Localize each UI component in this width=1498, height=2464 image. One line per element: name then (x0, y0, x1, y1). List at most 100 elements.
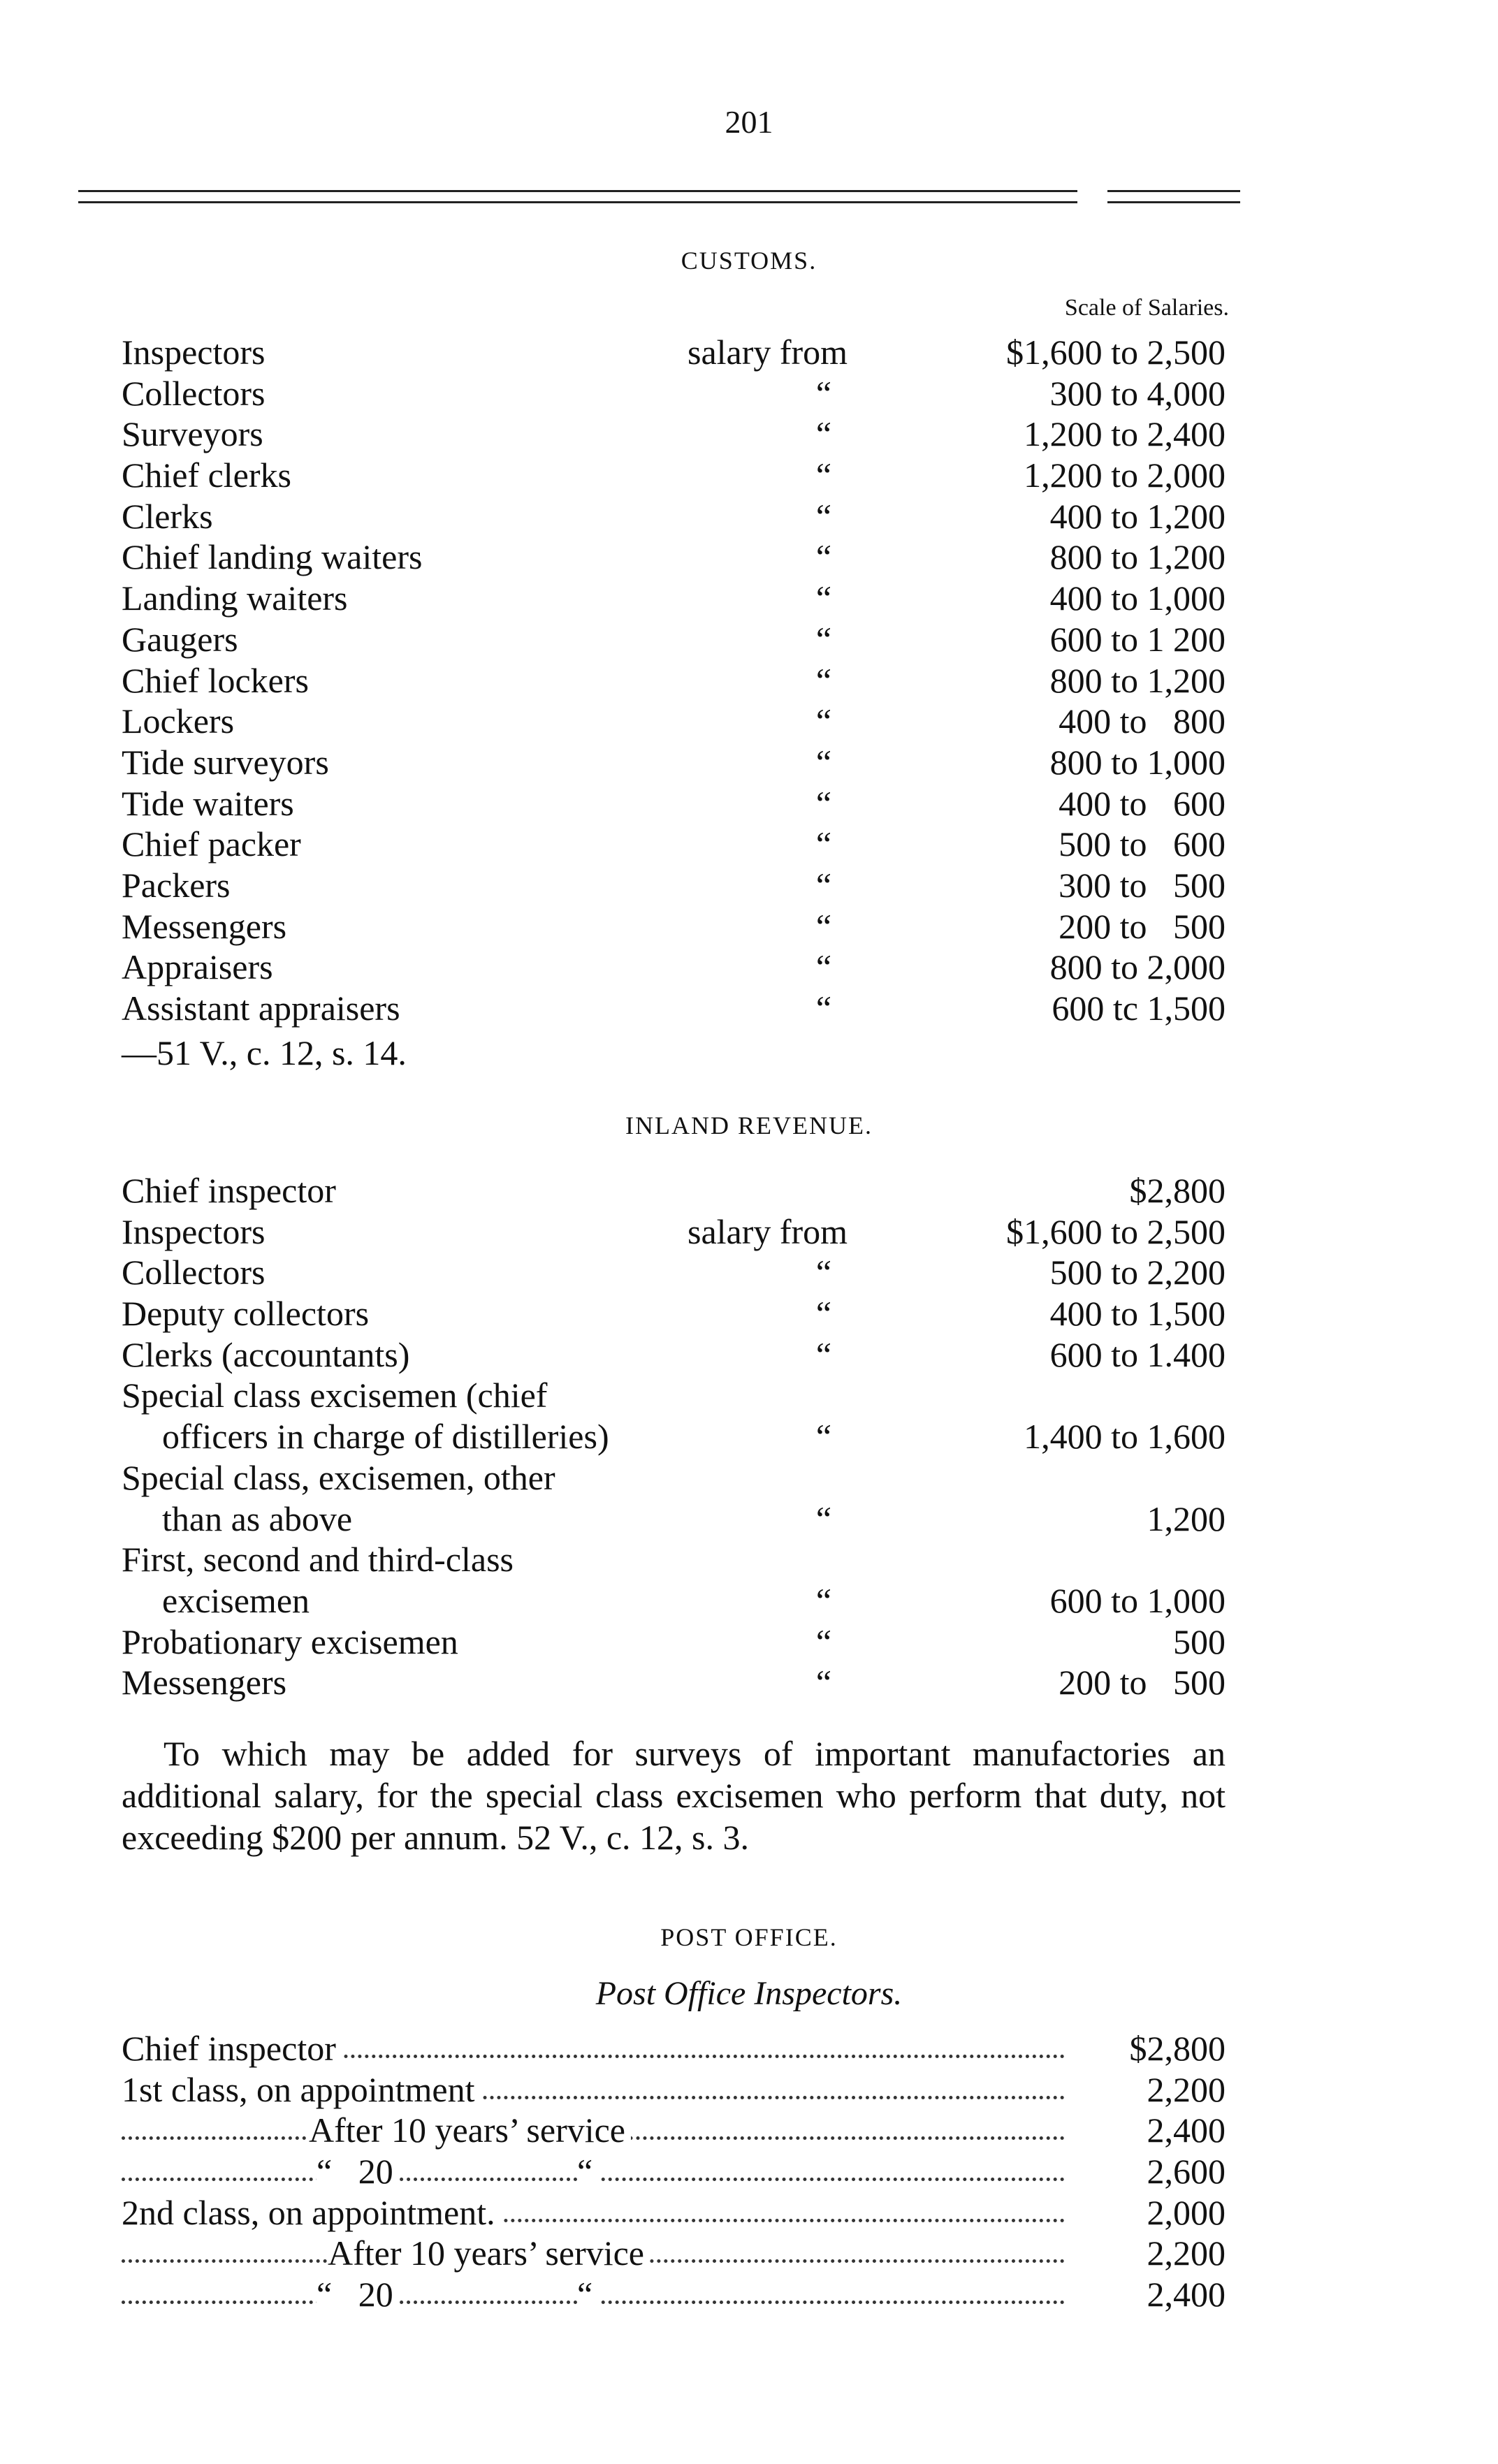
salary-value: 200 to 500 (1059, 1663, 1226, 1703)
salary-value: 1,200 (1147, 1499, 1226, 1538)
ditto-mark: “ (577, 2274, 599, 2315)
dotted-leader (122, 2095, 1065, 2099)
ditto-mark: “ (815, 1580, 832, 1620)
table-row: “ 20 “ 2,400 (122, 2274, 1226, 2315)
table-row: Tide surveyors “ 800 to 1,000 (122, 742, 1226, 783)
row-label: Chief lockers (122, 660, 309, 700)
post-office-heading: POST OFFICE. (660, 1923, 838, 1951)
ditto-mark: “ (815, 373, 832, 413)
row-label: Special class, excisemen, other (122, 1457, 555, 1497)
row-label: Assistant appraisers (122, 989, 400, 1028)
ditto-mark: “ (815, 1253, 832, 1292)
row-label: Packers (122, 865, 231, 905)
dotted-leader (122, 2055, 1065, 2058)
table-row: Gaugers “ 600 to 1 200 (122, 619, 1226, 660)
salary-value: 2,200 (1126, 2069, 1226, 2111)
table-row: Inspectors salary from $1,600 to 2,500 (122, 1211, 1226, 1253)
ditto-mark: “ (815, 947, 832, 987)
dotted-leader (122, 2218, 1065, 2222)
row-label: 2nd class, on appointment. (122, 2192, 501, 2233)
row-label: Clerks (122, 496, 213, 536)
row-label: Deputy collectors (122, 1294, 370, 1334)
inland-revenue-heading: INLAND REVENUE. (625, 1111, 873, 1139)
row-label: Lockers (122, 701, 235, 741)
ditto-mark: salary from (688, 333, 848, 372)
salary-value: 1,400 to 1,600 (1024, 1417, 1226, 1457)
table-row: Chief inspector $2,800 (122, 2028, 1226, 2069)
ditto-mark: “ (815, 742, 832, 782)
table-row: than as above “ 1,200 (122, 1499, 1226, 1540)
table-row: Assistant appraisers “ 600 tc 1,500 (122, 988, 1226, 1029)
header-rule (1107, 201, 1240, 203)
salary-value: 400 to 1,500 (1049, 1294, 1226, 1334)
row-label: Chief inspector (122, 2028, 342, 2069)
table-row: Chief inspector $2,800 (122, 1170, 1226, 1211)
customs-citation: —51 V., c. 12, s. 14. (122, 1033, 407, 1072)
row-label: Chief inspector (122, 1171, 336, 1210)
ditto-mark: “ (815, 824, 832, 864)
salary-value: $1,600 to 2,500 (1006, 1211, 1226, 1251)
salary-value: 600 to 1,000 (1049, 1580, 1226, 1620)
page-number: 201 (725, 104, 773, 140)
inland-revenue-table: Chief inspector $2,800 Inspectors salary fr… (122, 1170, 1226, 1703)
salary-value: 300 to 500 (1059, 865, 1226, 905)
table-row: Special class excisemen (chief (122, 1375, 1226, 1416)
table-row: 1st class, on appointment 2,200 (122, 2069, 1226, 2111)
salary-value: 2,400 (1126, 2274, 1226, 2315)
salary-value: 2,400 (1126, 2110, 1226, 2152)
table-row: 2nd class, on appointment. 2,000 (122, 2192, 1226, 2233)
ditto-mark: “ (815, 537, 832, 577)
salary-value: 500 to 2,200 (1049, 1253, 1226, 1292)
table-row: Packers “ 300 to 500 (122, 865, 1226, 906)
table-row: Special class, excisemen, other (122, 1457, 1226, 1499)
ditto-mark: “ (815, 1621, 832, 1661)
ditto-mark: “ (815, 578, 832, 618)
row-label: Tide surveyors (122, 742, 329, 782)
row-label: Inspectors (122, 333, 266, 372)
table-row: Inspectors salary from $1,600 to 2,500 (122, 332, 1226, 373)
ditto-mark: “ (815, 1663, 832, 1703)
salary-value: 600 to 1 200 (1049, 619, 1226, 659)
salary-value: 2,600 (1126, 2151, 1226, 2192)
table-row: Probationary excisemen “ 500 (122, 1621, 1226, 1663)
table-row: Chief lockers “ 800 to 1,200 (122, 660, 1226, 701)
row-label: Appraisers (122, 947, 273, 987)
row-label: Clerks (accountants) (122, 1334, 410, 1374)
table-row: Deputy collectors “ 400 to 1,500 (122, 1293, 1226, 1334)
salary-value: 400 to 1,000 (1049, 578, 1226, 618)
row-label: Surveyors (122, 414, 263, 454)
row-label: Messengers (122, 1663, 287, 1703)
ditto-mark: “ (815, 414, 832, 454)
paragraph-text: To which may be added for surveys of imp… (122, 1734, 1226, 1857)
table-row: After 10 years’ service 2,400 (122, 2110, 1226, 2152)
salary-value: 300 to 4,000 (1049, 373, 1226, 413)
header-rule (78, 190, 1077, 192)
row-label: First, second and third-class (122, 1540, 514, 1580)
row-label: excisemen (162, 1580, 310, 1620)
table-row: “ 20 “ 2,600 (122, 2151, 1226, 2192)
ditto-mark: “ (815, 1417, 832, 1457)
salary-value: 500 (1173, 1621, 1226, 1661)
post-office-table: Chief inspector $2,800 1st class, on appoi… (122, 2028, 1226, 2315)
table-row: excisemen “ 600 to 1,000 (122, 1580, 1226, 1621)
row-label: Collectors (122, 373, 266, 413)
ditto-mark: “ (815, 1294, 832, 1334)
table-row: Tide waiters “ 400 to 600 (122, 783, 1226, 824)
customs-table: Inspectors salary from $1,600 to 2,500 Coll… (122, 332, 1226, 1029)
salary-value: 500 to 600 (1059, 824, 1226, 864)
row-label: “ 20 (317, 2274, 399, 2315)
table-row: Lockers “ 400 to 800 (122, 701, 1226, 742)
row-label: Messengers (122, 906, 287, 946)
salary-value: $1,600 to 2,500 (1006, 333, 1226, 372)
inland-revenue-paragraph: To which may be added for surveys of imp… (122, 1733, 1226, 1858)
row-label: Landing waiters (122, 578, 348, 618)
row-label: 1st class, on appointment (122, 2069, 481, 2111)
row-label: Chief landing waiters (122, 537, 423, 577)
table-row: Messengers “ 200 to 500 (122, 1662, 1226, 1703)
table-row: Collectors “ 500 to 2,200 (122, 1252, 1226, 1293)
row-label: Inspectors (122, 1211, 266, 1251)
ditto-mark: “ (815, 455, 832, 495)
row-label: than as above (162, 1499, 353, 1538)
table-row: officers in charge of distilleries) “ 1,40… (122, 1416, 1226, 1457)
ditto-mark: salary from (688, 1211, 848, 1251)
